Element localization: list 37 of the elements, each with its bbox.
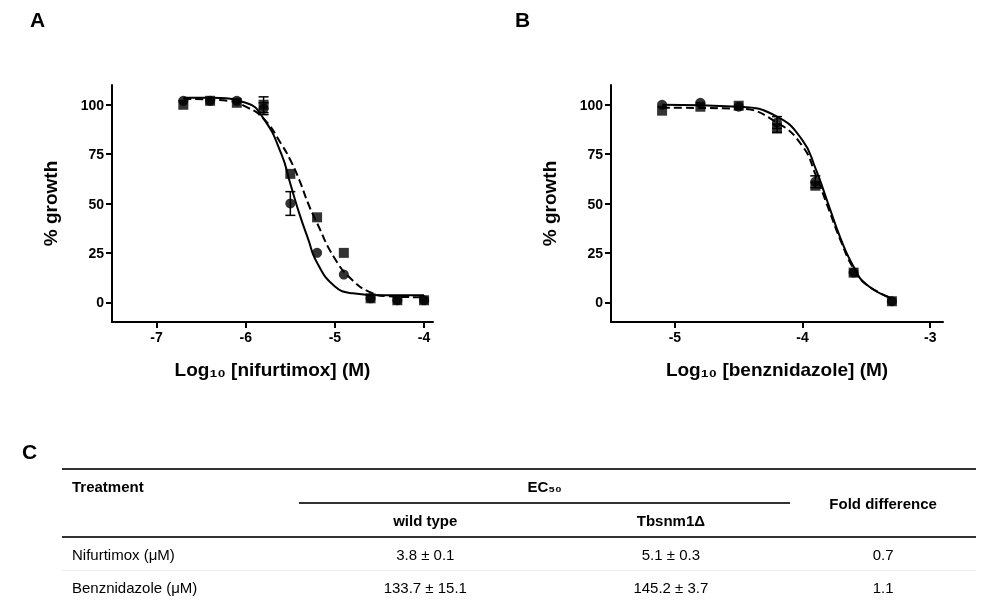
text: Fold difference: [790, 469, 976, 537]
text: EC₅₀: [299, 469, 791, 503]
x-tick-label: -6: [239, 329, 253, 345]
y-tick-label: 100: [80, 96, 105, 113]
text: 1.1: [871, 577, 895, 598]
x-tick-label: -5: [668, 329, 682, 345]
y-axis-title: % growth: [539, 160, 560, 247]
y-tick-label: 50: [587, 195, 604, 212]
text: Nifurtimox (μM): [62, 537, 300, 571]
y-tick-label: 100: [579, 96, 604, 113]
text: 145.2 ± 3.7: [632, 577, 710, 598]
y-axis-title: % growth: [40, 160, 61, 247]
text: C: [22, 440, 38, 464]
y-tick-label: 50: [88, 195, 105, 212]
x-axis-title: Log₁₀ [nifurtimox] (M): [174, 359, 371, 380]
x-tick-label: -4: [796, 329, 809, 345]
y-tick-label: 0: [96, 294, 105, 311]
chart-title: B: [515, 8, 531, 32]
text: Tbsnm1Δ: [551, 503, 791, 537]
text: 5.1 ± 0.3: [551, 537, 791, 571]
y-tick-label: 75: [88, 146, 105, 163]
x-tick-label: -5: [328, 329, 342, 345]
y-tick-label: 25: [88, 244, 105, 261]
text: wild type: [299, 503, 552, 537]
text: Benznidazole (μM): [71, 577, 199, 598]
x-tick-label: -7: [150, 329, 164, 345]
x-tick-label: -4: [417, 329, 431, 345]
y-tick-label: 0: [595, 294, 604, 311]
chart-title: A: [30, 8, 46, 32]
text: 133.7 ± 15.1: [382, 577, 468, 598]
y-tick-label: 75: [587, 146, 604, 163]
x-axis-title: Log₁₀ [benznidazole] (M): [665, 359, 889, 380]
text: Treatment: [62, 469, 300, 503]
text: 3.8 ± 0.1: [299, 537, 552, 571]
y-tick-label: 25: [587, 244, 604, 261]
text: 0.7: [790, 537, 976, 571]
x-tick-label: -3: [924, 329, 937, 345]
